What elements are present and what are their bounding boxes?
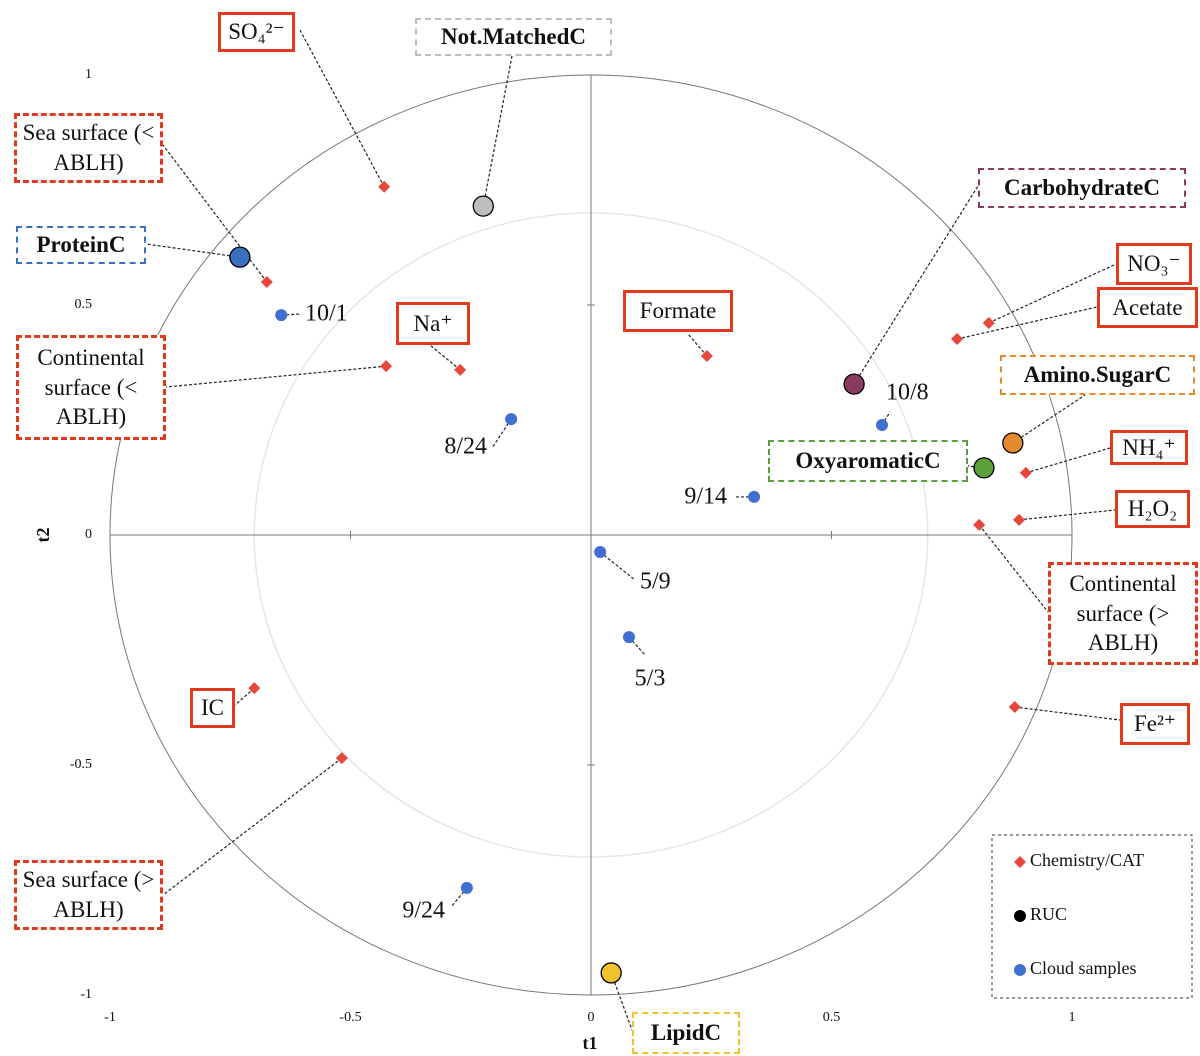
point-label: IC (190, 688, 235, 728)
leader-line (482, 55, 513, 207)
legend-box (991, 834, 1193, 999)
leader-line (429, 344, 461, 371)
point-label: 5/3 (635, 666, 666, 692)
point-label: LipidC (632, 1012, 740, 1054)
point-label: 10/1 (305, 301, 348, 327)
x-tick-label: -0.5 (339, 1010, 361, 1025)
point-label: Not.MatchedC (415, 18, 612, 56)
y-axis-title: t2 (33, 528, 53, 543)
legend-marker (1014, 856, 1026, 868)
data-point (335, 752, 348, 765)
y-tick-label: 1 (85, 67, 92, 82)
point-label: SO₄²⁻ (218, 12, 295, 52)
data-point (748, 490, 761, 503)
data-point (260, 276, 273, 288)
data-point (951, 333, 964, 346)
point-label: Acetate (1097, 287, 1198, 328)
legend-marker (1014, 910, 1026, 922)
data-point (1008, 701, 1021, 714)
data-point (505, 413, 518, 426)
data-point (1019, 466, 1032, 479)
data-point (876, 419, 889, 432)
point-label: 10/8 (886, 380, 929, 406)
leader-line (956, 306, 1098, 340)
point-label: Fe²⁺ (1120, 703, 1190, 745)
point-label: NH₄⁺ (1110, 430, 1188, 465)
data-point (700, 350, 713, 363)
point-label: Amino.SugarC (1000, 355, 1195, 395)
legend-label: Cloud samples (1030, 958, 1137, 978)
y-tick-label: 0.5 (75, 297, 93, 312)
leader-line (162, 757, 343, 896)
leader-line (599, 551, 636, 581)
point-label: 9/24 (402, 898, 445, 924)
point-label: Continental surface (> ABLH) (1048, 562, 1198, 665)
point-label: Sea surface (> ABLH) (14, 860, 163, 930)
leader-line (162, 144, 268, 283)
leader-line (145, 243, 240, 258)
data-point (229, 246, 251, 268)
leader-line (234, 687, 255, 706)
legend-label: RUC (1030, 904, 1067, 924)
point-label: ProteinC (16, 226, 146, 264)
point-label: Continental surface (< ABLH) (16, 335, 166, 440)
data-point (378, 180, 391, 193)
legend-marker (1014, 964, 1026, 976)
point-label: H₂O₂ (1115, 490, 1190, 528)
leader-line (299, 29, 385, 188)
data-point (982, 316, 995, 329)
point-label: NO₃⁻ (1116, 243, 1192, 285)
y-tick-label: -1 (80, 987, 92, 1002)
leader-line (451, 887, 468, 907)
x-axis-title: t1 (583, 1033, 598, 1053)
leader-line (978, 524, 1049, 613)
data-point (454, 363, 467, 376)
leader-line (988, 263, 1117, 324)
leader-line (1014, 706, 1121, 721)
leader-line (853, 185, 979, 385)
leader-line (1025, 447, 1111, 474)
leader-line (628, 636, 646, 656)
leader-line (165, 365, 387, 388)
x-tick-label: 0 (588, 1010, 595, 1025)
leader-line (1012, 394, 1086, 444)
data-point (460, 881, 473, 894)
data-point (380, 360, 393, 373)
data-point (594, 546, 607, 559)
x-tick-label: 0.5 (823, 1010, 841, 1025)
y-tick-label: -0.5 (70, 757, 92, 772)
leader-line (281, 313, 301, 316)
legend-label: Chemistry/CAT (1030, 850, 1144, 870)
point-label: 8/24 (444, 434, 487, 460)
data-point (248, 682, 261, 695)
data-point (472, 195, 494, 217)
point-label: Formate (623, 290, 733, 332)
leader-line (687, 333, 708, 357)
x-tick-label: -1 (104, 1010, 116, 1025)
data-point (1002, 432, 1024, 454)
data-point (973, 518, 986, 531)
data-point (1013, 513, 1026, 526)
y-tick-label: 0 (85, 527, 92, 542)
point-label: 9/14 (684, 484, 727, 510)
point-label: Sea surface (< ABLH) (14, 113, 163, 183)
data-point (973, 457, 995, 479)
point-label: 5/9 (640, 569, 671, 595)
data-point (843, 373, 865, 395)
data-point (275, 309, 288, 322)
data-point (622, 631, 635, 644)
point-label: OxyaromaticC (768, 440, 968, 482)
x-tick-label: 1 (1069, 1010, 1076, 1025)
data-point (600, 962, 622, 984)
leader-line (1019, 509, 1116, 521)
point-label: Na⁺ (396, 302, 470, 345)
point-label: CarbohydrateC (978, 168, 1186, 208)
